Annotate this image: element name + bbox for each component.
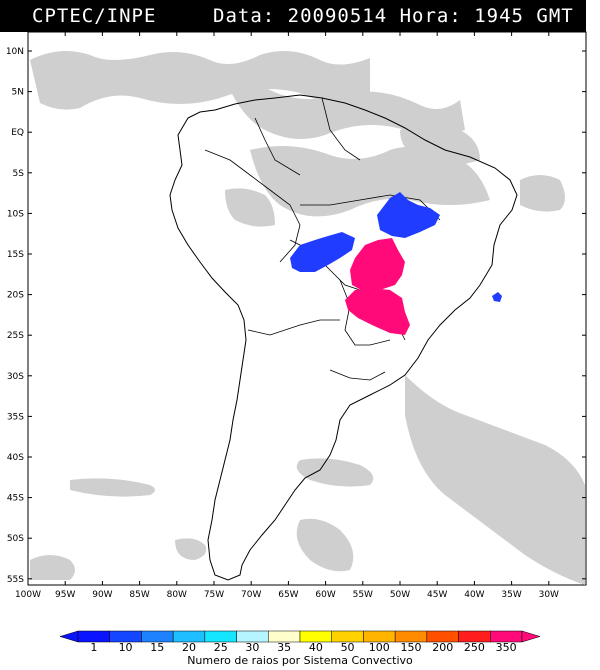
convective-systems [290, 192, 502, 335]
colorbar-title: Numero de raios por Sistema Convectivo [187, 654, 413, 667]
lon-label: 30W [539, 590, 559, 600]
lat-label: 50S [7, 534, 24, 544]
colorbar: 1 10 15 20 25 30 35 40 50 100 150 200 250 350 [59, 630, 541, 654]
lon-label: 85W [129, 590, 149, 600]
lat-label: 15S [7, 250, 24, 260]
lon-label: 40W [464, 590, 484, 600]
colorbar-tick-label: 40 [309, 641, 323, 654]
lon-label: 70W [241, 590, 261, 600]
colorbar-tick-label: 350 [496, 641, 517, 654]
lon-label: 95W [55, 590, 75, 600]
lat-label: 30S [7, 372, 24, 382]
lat-label: 35S [7, 412, 24, 422]
lon-label: 90W [92, 590, 112, 600]
lat-label: 20S [7, 291, 24, 301]
longitude-axis: 100W 95W 90W 85W 80W 75W 70W 65W 60W 55W 50W 45W 40W… [15, 32, 559, 600]
lon-label: 100W [15, 590, 41, 600]
coastlines [169, 94, 518, 581]
lon-label: 55W [353, 590, 373, 600]
colorbar-tick-label: 20 [182, 641, 196, 654]
lon-label: 65W [278, 590, 298, 600]
cloud-cover [30, 51, 585, 585]
lat-label: 10N [6, 47, 24, 57]
system-north-brazil [377, 192, 440, 238]
colorbar-tick-label: 35 [277, 641, 291, 654]
lon-label: 75W [204, 590, 224, 600]
system-atlantic [492, 292, 502, 302]
lat-label: 5S [13, 169, 25, 179]
colorbar-tick-label: 15 [150, 641, 164, 654]
lat-label: 5N [12, 88, 24, 98]
lon-label: 35W [501, 590, 521, 600]
colorbar-tick-label: 250 [464, 641, 485, 654]
lon-label: 60W [315, 590, 335, 600]
colorbar-tick-label: 1 [90, 641, 97, 654]
system-west-brazil [290, 232, 355, 272]
lat-label: EQ [11, 128, 24, 138]
lat-label: 55S [7, 575, 24, 585]
colorbar-tick-label: 200 [432, 641, 453, 654]
colorbar-tick-label: 150 [401, 641, 422, 654]
colorbar-tick-label: 30 [245, 641, 259, 654]
lat-label: 25S [7, 331, 24, 341]
colorbar-arrow-left [59, 630, 79, 643]
source-label: CPTEC/INPE [32, 5, 157, 27]
latitude-axis: 10N 5N EQ 5S 10S 15S 20S 25S 30S 35S 40S 45S 50S 55S [6, 47, 586, 585]
lat-label: 40S [7, 453, 24, 463]
colorbar-tick-label: 25 [214, 641, 228, 654]
lat-label: 45S [7, 494, 24, 504]
south-america-coast [169, 94, 518, 581]
title-bar: CPTEC/INPE Data: 20090514 Hora: 1945 GMT [0, 0, 586, 32]
lon-label: 45W [427, 590, 447, 600]
lon-label: 80W [167, 590, 187, 600]
datetime-label: Data: 20090514 Hora: 1945 GMT [213, 5, 574, 27]
colorbar-tick-label: 10 [119, 641, 133, 654]
system-central-brazil [350, 238, 405, 292]
colorbar-tick-label: 50 [341, 641, 355, 654]
lon-label: 50W [390, 590, 410, 600]
colorbar-arrow-right [521, 630, 541, 643]
lat-label: 10S [7, 209, 24, 219]
colorbar-tick-label: 100 [369, 641, 390, 654]
system-south-brazil [345, 288, 410, 335]
